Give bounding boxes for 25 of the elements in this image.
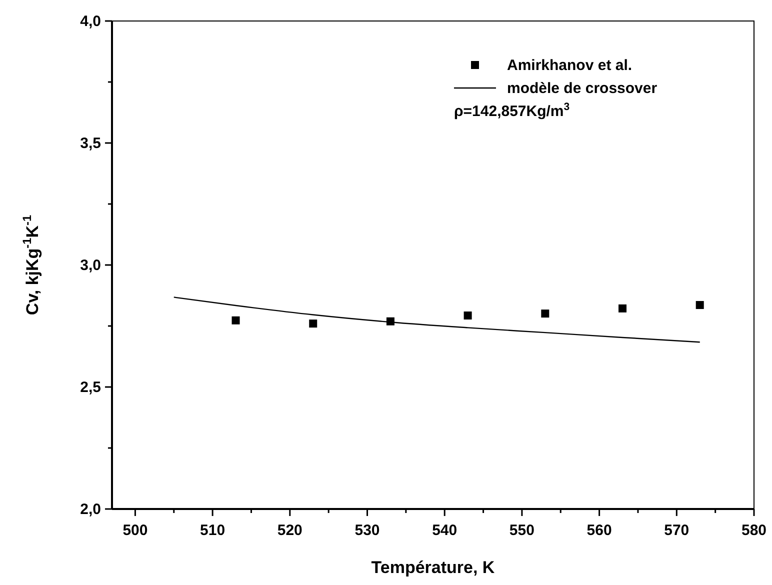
y-tick-label: 2,0 <box>80 501 101 518</box>
x-tick-label: 560 <box>586 522 612 539</box>
legend-label: modèle de crossover <box>507 80 658 97</box>
point <box>696 301 704 310</box>
x-tick-label: 580 <box>741 522 767 539</box>
point <box>541 310 550 318</box>
point <box>309 320 318 328</box>
y-tick-label: 3,5 <box>80 135 101 152</box>
x-tick-label: 540 <box>432 522 458 539</box>
x-tick-label: 550 <box>509 522 534 539</box>
y-tick-label: 4,0 <box>80 13 101 30</box>
point <box>618 304 627 312</box>
x-axis-title: Température, K <box>371 558 496 577</box>
x-tick-label: 500 <box>122 522 148 539</box>
annotation: ρ=142,857Kg/m$^{3}$ <box>454 101 570 120</box>
y-tick-label: 2,5 <box>80 379 101 396</box>
x-tick-label: 530 <box>354 522 380 539</box>
x-tick-label: 520 <box>277 522 302 539</box>
point <box>232 316 240 324</box>
x-tick-label: 510 <box>200 522 226 539</box>
legend-label: Amirkhanov et al. <box>507 57 632 74</box>
y-tick-label: 3,0 <box>80 257 101 274</box>
line-series <box>173 296 700 343</box>
point <box>464 312 472 320</box>
x-tick-label: 570 <box>664 522 690 539</box>
